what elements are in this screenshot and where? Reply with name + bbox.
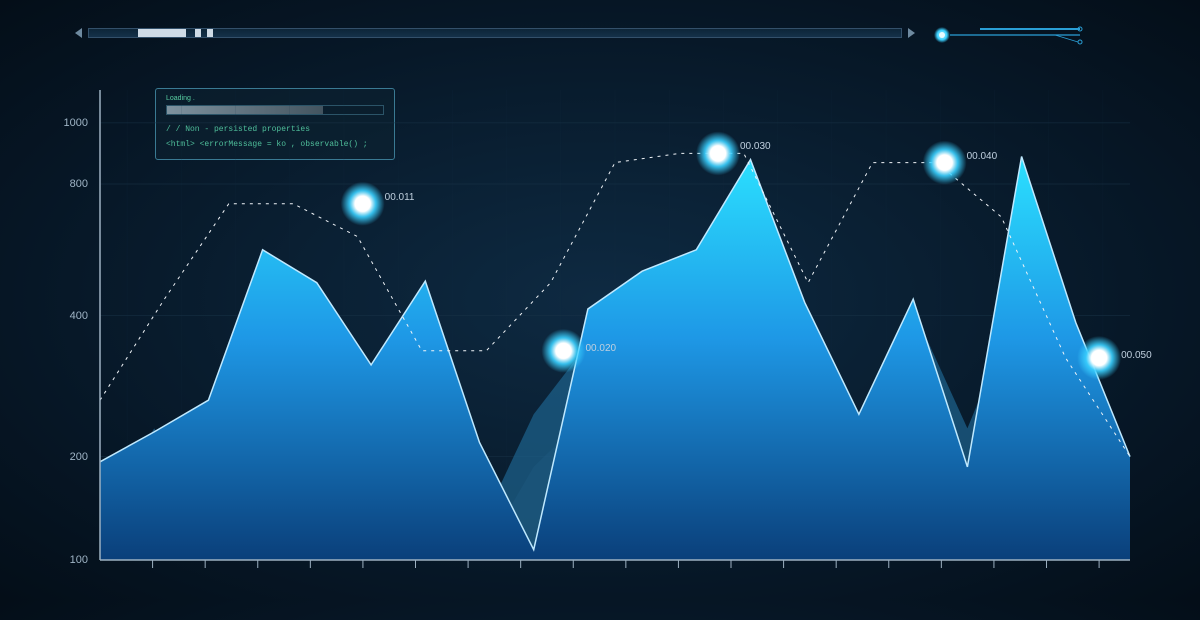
glow-point-core xyxy=(355,196,370,211)
y-axis-label: 200 xyxy=(70,451,88,463)
point-label: 00.030 xyxy=(740,141,771,152)
seek-track[interactable] xyxy=(88,28,902,38)
y-axis-label: 400 xyxy=(70,310,88,322)
seek-next-icon[interactable] xyxy=(908,28,915,38)
point-label: 00.020 xyxy=(586,343,617,354)
y-axis-label: 100 xyxy=(70,554,88,566)
seek-fill xyxy=(195,29,201,37)
hud-ornament xyxy=(930,20,1090,50)
glow-point-core xyxy=(1091,350,1106,365)
seek-fill xyxy=(207,29,213,37)
point-label: 00.050 xyxy=(1121,350,1152,361)
y-axis-label: 800 xyxy=(70,178,88,190)
point-label: 00.011 xyxy=(385,192,415,203)
seek-prev-icon[interactable] xyxy=(75,28,82,38)
y-axis-label: 1000 xyxy=(64,117,88,129)
glow-point-core xyxy=(710,146,725,161)
seek-bar[interactable] xyxy=(75,26,915,40)
seek-fill xyxy=(138,29,187,37)
point-label: 00.040 xyxy=(967,151,998,162)
glow-point-core xyxy=(937,155,952,170)
area-chart: 00.011 00.020 00.030 00.040 00.050 100 200 400 8… xyxy=(50,60,1150,600)
glow-point-core xyxy=(556,343,571,358)
